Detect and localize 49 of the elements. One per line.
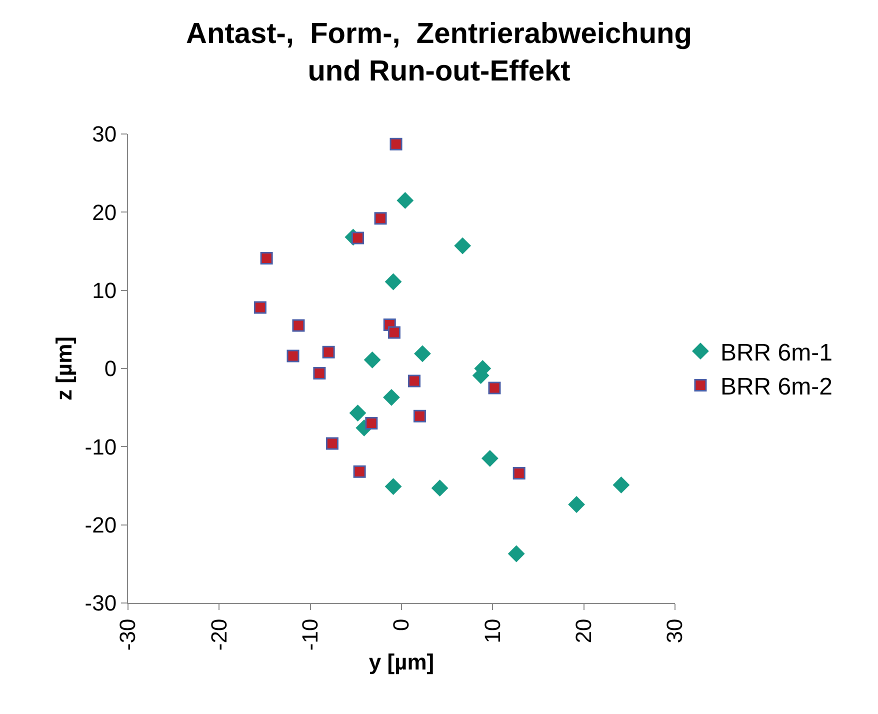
x-tick-label: -10 [297, 618, 322, 651]
y-tick-label: 30 [92, 122, 117, 147]
point [364, 351, 381, 368]
point [384, 478, 402, 495]
point [374, 212, 387, 225]
y-axis-title: z [µm] [52, 336, 77, 401]
point [383, 388, 400, 406]
point [512, 466, 526, 480]
point [408, 374, 421, 388]
point [351, 232, 364, 244]
chart-title: Antast-, Form-, Zentrierabweichung und Run-out-Effekt [186, 18, 692, 88]
point [414, 345, 431, 362]
x-tick-label: 20 [570, 618, 596, 644]
point [481, 450, 498, 467]
x-tick-label: 30 [662, 618, 688, 644]
point [431, 480, 448, 497]
point [254, 301, 266, 314]
y-tick-label: -30 [84, 590, 117, 616]
x-axis-title: y [µm] [368, 649, 434, 674]
point [322, 346, 335, 358]
point [390, 138, 402, 150]
x-tick-label: 10 [480, 618, 505, 644]
point [568, 496, 585, 513]
y-tick-label: 0 [104, 356, 117, 382]
y-tick-label: 10 [92, 278, 117, 304]
point [612, 476, 630, 494]
y-tick-label: -20 [84, 512, 117, 538]
point [292, 319, 305, 332]
x-tick-label: -20 [206, 618, 232, 651]
y-tick-label: -10 [84, 434, 117, 460]
point [326, 437, 338, 450]
legend-label: BRR 6m-1 [720, 339, 832, 366]
point [260, 252, 273, 265]
point [413, 410, 426, 422]
point [384, 273, 402, 290]
x-tick-label: 0 [388, 618, 414, 632]
point [286, 350, 300, 362]
point [488, 382, 501, 394]
y-tick-label: 20 [92, 200, 117, 225]
point [365, 416, 378, 430]
point [454, 237, 472, 254]
x-tick-label: -30 [115, 618, 140, 651]
point [396, 192, 414, 209]
point [353, 465, 366, 478]
point [313, 366, 326, 380]
legend-label: BRR 6m-2 [720, 374, 832, 401]
point [508, 545, 525, 562]
point [388, 326, 400, 339]
point [349, 404, 366, 422]
